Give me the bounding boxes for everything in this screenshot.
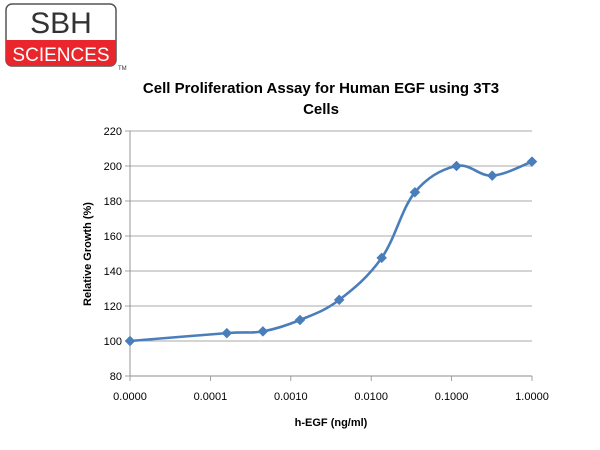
data-point-marker bbox=[257, 326, 269, 337]
chart-title-line2: Cells bbox=[303, 101, 339, 118]
logo-bottom-text: SCIENCES bbox=[12, 45, 109, 66]
y-tick-label: 140 bbox=[104, 266, 122, 278]
x-tick-label: 0.1000 bbox=[435, 391, 469, 403]
data-point-marker bbox=[376, 252, 388, 264]
y-tick-label: 80 bbox=[110, 371, 122, 383]
y-tick-label: 100 bbox=[104, 336, 122, 348]
x-tick-label: 0.0100 bbox=[354, 391, 388, 403]
y-axis-label: Relative Growth (%) bbox=[82, 202, 94, 306]
x-tick-label: 0.0001 bbox=[194, 391, 228, 403]
data-point-marker bbox=[451, 160, 462, 172]
axes bbox=[125, 130, 533, 381]
chart-title-line1: Cell Proliferation Assay for Human EGF u… bbox=[143, 80, 499, 97]
x-tick-label: 0.0000 bbox=[113, 391, 147, 403]
series-line bbox=[129, 160, 533, 343]
y-tick-label: 180 bbox=[104, 196, 122, 208]
y-tick-label: 120 bbox=[104, 301, 122, 313]
data-series bbox=[124, 156, 538, 347]
data-point-marker bbox=[221, 327, 233, 339]
y-tick-label: 200 bbox=[104, 161, 122, 173]
data-point-marker bbox=[486, 170, 498, 181]
x-tick-label: 1.0000 bbox=[515, 391, 549, 403]
gridlines bbox=[130, 130, 532, 342]
logo-trademark: TM bbox=[118, 66, 127, 72]
x-tick-label: 0.0010 bbox=[274, 391, 308, 403]
y-tick-label: 160 bbox=[104, 231, 122, 243]
data-point-marker bbox=[333, 294, 345, 306]
y-tick-labels: 80 100 120 140 160 180 200 220 bbox=[104, 126, 122, 383]
logo-top-text: SBH bbox=[30, 7, 92, 40]
data-point-marker bbox=[526, 156, 538, 167]
x-tick-labels: 0.0000 0.0001 0.0010 0.0100 0.1000 1.0000 bbox=[113, 391, 549, 403]
y-tick-label: 220 bbox=[104, 126, 122, 138]
data-point-marker bbox=[124, 335, 136, 347]
x-axis-label: h-EGF (ng/ml) bbox=[295, 417, 368, 429]
sbh-sciences-logo: SBH SCIENCES TM bbox=[5, 3, 127, 72]
data-point-marker bbox=[294, 314, 306, 326]
data-point-marker bbox=[409, 186, 421, 198]
logo-red-band-top bbox=[6, 40, 116, 48]
